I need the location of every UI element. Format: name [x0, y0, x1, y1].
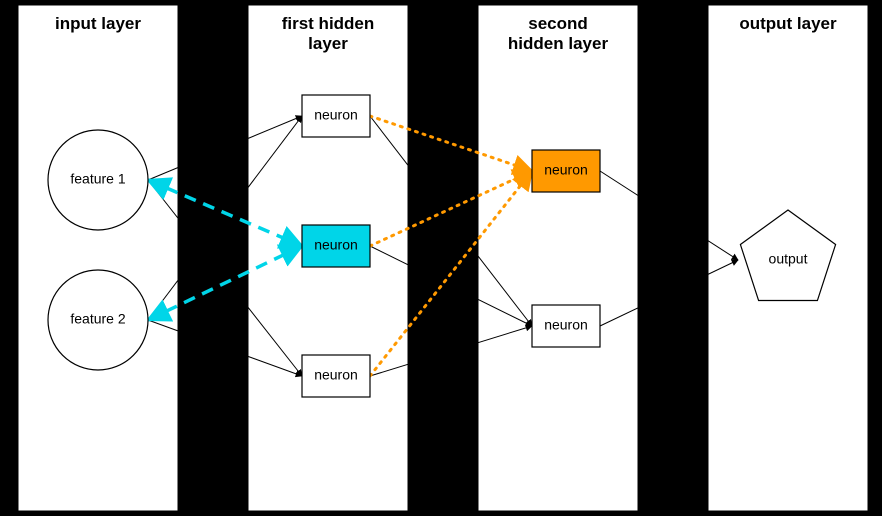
- panel-title-hidden2: second: [528, 14, 588, 33]
- node-label-h1b: neuron: [314, 237, 358, 253]
- panel-title-input: input layer: [55, 14, 141, 33]
- panel-title-hidden1: first hidden: [282, 14, 375, 33]
- node-label-out: output: [769, 251, 808, 267]
- node-label-h2b: neuron: [544, 317, 588, 333]
- node-label-h1a: neuron: [314, 107, 358, 123]
- node-label-f2: feature 2: [70, 311, 125, 327]
- panel-hidden2: [478, 5, 638, 511]
- panel-title-hidden1: layer: [308, 34, 348, 53]
- neural-network-diagram: input layer first hiddenlayer secondhidden…: [0, 0, 882, 516]
- panel-input: [18, 5, 178, 511]
- node-label-h2a: neuron: [544, 162, 588, 178]
- panel-title-hidden2: hidden layer: [508, 34, 609, 53]
- node-label-f1: feature 1: [70, 171, 125, 187]
- node-label-h1c: neuron: [314, 367, 358, 383]
- panel-title-output: output layer: [739, 14, 837, 33]
